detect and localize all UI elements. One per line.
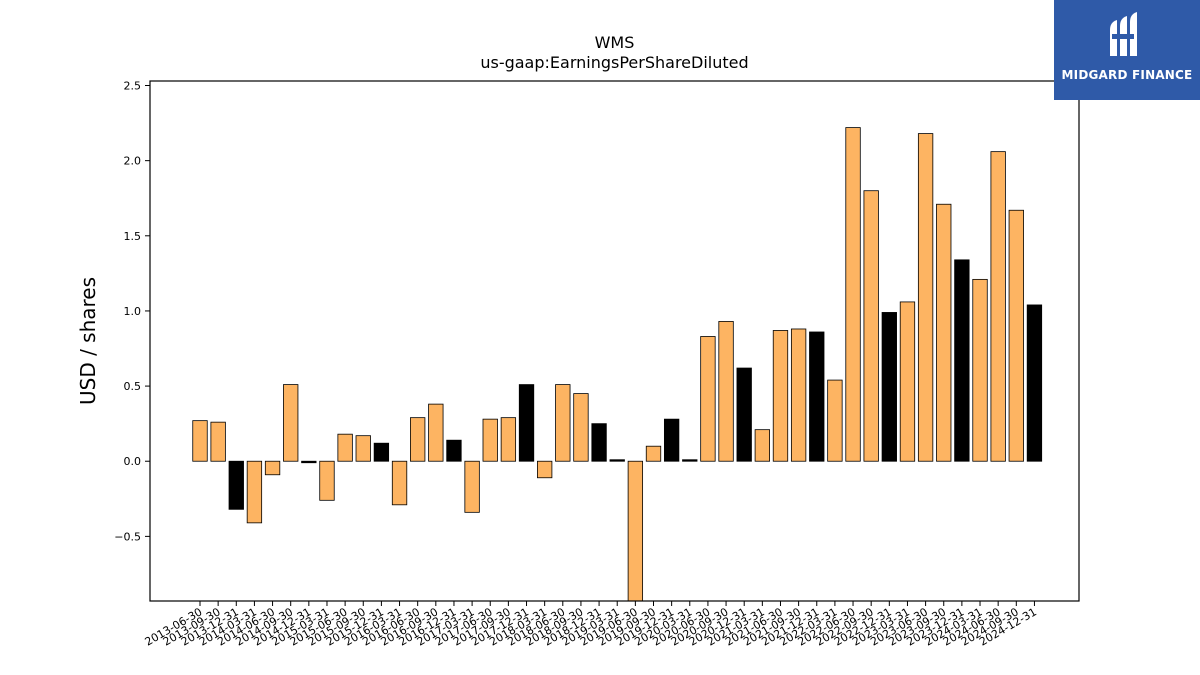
bar-2021-09-30 (790, 328, 807, 462)
bar-2020-12-31 (736, 367, 752, 462)
midgard-logo: MIDGARD FINANCE (1054, 0, 1200, 100)
bar-2016-09-30 (428, 403, 444, 462)
y-tick-label: −0.5 (114, 530, 141, 543)
chart-subtitle: us-gaap:EarningsPerShareDiluted (480, 53, 748, 72)
bar-2022-03-31 (827, 379, 843, 462)
bar-2022-12-31 (881, 312, 897, 462)
bar-2020-03-31 (682, 459, 698, 462)
bar-2022-06-30 (845, 127, 861, 462)
logo-text: MIDGARD FINANCE (1061, 68, 1193, 82)
bar-2013-09-30 (210, 421, 226, 462)
bar-2021-06-30 (772, 330, 789, 462)
bar-2018-12-31 (591, 423, 607, 462)
bar-2024-03-31 (972, 278, 988, 462)
y-tick-label: 2.5 (124, 80, 142, 93)
bar-2022-09-30 (863, 190, 879, 462)
bar-2023-03-31 (899, 301, 916, 462)
bar-2019-09-30 (645, 445, 662, 462)
y-tick-label: 1.5 (124, 230, 142, 243)
y-axis: −0.5 0.0 0.5 1.0 1.5 2.0 2.5 (114, 80, 150, 543)
bar-2017-09-30 (500, 417, 517, 462)
bar-2023-06-30 (917, 133, 934, 462)
bar-2018-06-30 (555, 384, 571, 462)
x-axis: 2013-06-302013-09-302013-12-312014-03-31… (143, 601, 1039, 649)
bar-2014-12-31 (301, 460, 317, 464)
bar-2021-12-31 (809, 331, 825, 462)
y-axis-label: USD / shares (76, 277, 100, 405)
y-tick-label: 2.0 (124, 155, 142, 168)
bar-2019-03-31 (609, 459, 625, 462)
bar-2016-03-31 (391, 460, 408, 506)
y-tick-label: 0.5 (124, 380, 142, 393)
bar-2017-03-31 (464, 460, 480, 513)
bar-2024-09-30 (1008, 209, 1024, 462)
bar-2014-09-30 (283, 384, 299, 462)
bar-2015-09-30 (355, 435, 371, 462)
bar-2016-12-31 (446, 439, 462, 462)
bar-2019-12-31 (663, 418, 680, 462)
bar-2013-06-30 (192, 420, 208, 462)
bar-2018-09-30 (573, 393, 589, 462)
bar-2023-12-31 (954, 259, 970, 462)
bars-group (192, 127, 1043, 601)
bar-2024-06-30 (990, 151, 1006, 462)
bar-2014-03-31 (246, 460, 263, 524)
bar-2015-03-31 (319, 460, 335, 501)
bar-2020-06-30 (700, 336, 716, 462)
bar-2017-12-31 (518, 384, 535, 462)
bar-2024-12-31 (1026, 304, 1043, 462)
plot-frame (149, 80, 1080, 602)
bar-2018-03-31 (537, 460, 553, 479)
bar-2016-06-30 (410, 417, 426, 462)
y-tick-label: 1.0 (124, 305, 142, 318)
bar-2019-06-30 (627, 460, 644, 601)
midgard-logo-icon (1110, 12, 1137, 56)
bar-2013-12-31 (228, 460, 244, 510)
y-tick-label: 0.0 (124, 455, 142, 468)
chart-title: WMS (595, 33, 635, 52)
bar-2015-06-30 (337, 433, 353, 462)
bar-2021-03-31 (754, 429, 770, 462)
bar-2014-06-30 (264, 460, 281, 476)
bar-2023-09-30 (936, 203, 952, 462)
bar-2020-09-30 (718, 321, 734, 462)
bar-2017-06-30 (482, 418, 498, 462)
bar-2015-12-31 (373, 442, 390, 462)
